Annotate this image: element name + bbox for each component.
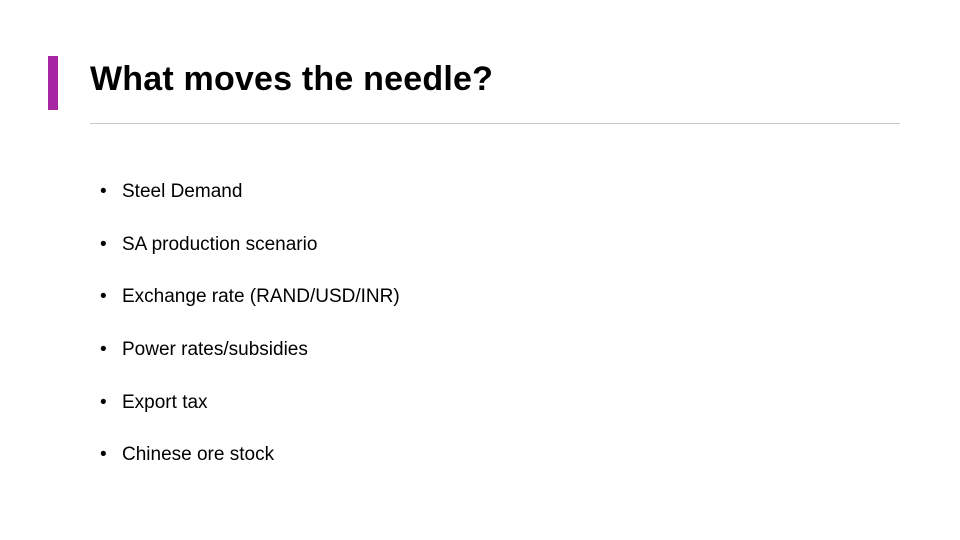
accent-bar [48, 56, 58, 110]
bullet-list: Steel Demand SA production scenario Exch… [100, 180, 880, 496]
slide-title: What moves the needle? [90, 60, 900, 99]
title-container: What moves the needle? [90, 60, 900, 124]
list-item: Chinese ore stock [100, 443, 880, 468]
list-item: Exchange rate (RAND/USD/INR) [100, 285, 880, 310]
list-item: Steel Demand [100, 180, 880, 205]
list-item: Power rates/subsidies [100, 338, 880, 363]
slide: What moves the needle? Steel Demand SA p… [0, 0, 960, 540]
list-item: Export tax [100, 391, 880, 416]
list-item: SA production scenario [100, 233, 880, 258]
